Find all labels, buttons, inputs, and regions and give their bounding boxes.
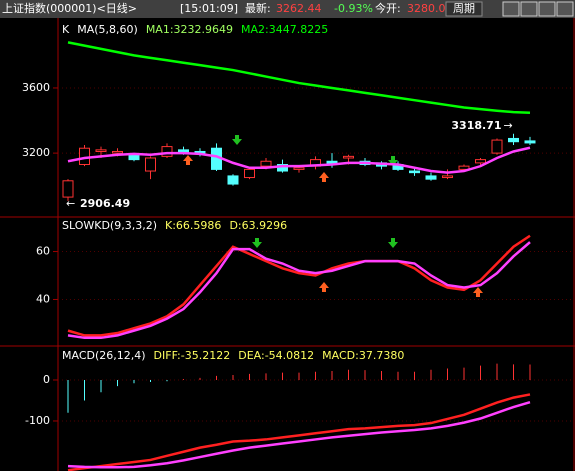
legend-entry: MACD:37.7380 bbox=[322, 349, 404, 362]
header-time: [15:01:09] bbox=[180, 2, 238, 15]
candle-body bbox=[425, 175, 437, 180]
buy-signal bbox=[473, 287, 483, 297]
latest-value: 3262.44 bbox=[276, 2, 322, 15]
y-tick-label: 60 bbox=[36, 245, 50, 258]
indicator-line bbox=[67, 234, 531, 337]
candle-body bbox=[128, 154, 140, 161]
buy-signal bbox=[183, 155, 193, 165]
panel-title: MACD(26,12,4) bbox=[62, 349, 146, 362]
candle-body bbox=[409, 170, 420, 174]
zoom-out-button[interactable] bbox=[556, 1, 574, 17]
header-bar bbox=[0, 0, 575, 18]
y-tick-label: -100 bbox=[25, 414, 50, 427]
period-button[interactable] bbox=[445, 1, 483, 17]
candle-body bbox=[112, 150, 123, 154]
candle-body bbox=[458, 165, 470, 170]
candle-body bbox=[260, 160, 272, 167]
y-tick-label: 3600 bbox=[22, 81, 50, 94]
legend-entry: DEA:-54.0812 bbox=[238, 349, 314, 362]
indicator-line bbox=[67, 393, 531, 471]
buy-signal bbox=[319, 282, 329, 292]
indicator-line bbox=[67, 146, 531, 174]
buy-signal bbox=[319, 172, 329, 182]
candle-body bbox=[244, 168, 255, 179]
low-annotation-arrow: ← bbox=[66, 197, 75, 210]
candle-body bbox=[145, 157, 156, 172]
candle-body bbox=[508, 137, 519, 143]
nav-right-button[interactable] bbox=[520, 1, 538, 17]
y-tick-label: 0 bbox=[43, 373, 50, 386]
open-value: 3280.02 bbox=[407, 2, 453, 15]
indicator-line bbox=[67, 400, 531, 469]
candle-body bbox=[62, 180, 74, 198]
candle-body bbox=[161, 146, 173, 157]
sell-signal bbox=[388, 156, 398, 166]
change-value: -0.93% bbox=[334, 2, 373, 15]
high-annotation: 3318.71 bbox=[451, 119, 501, 132]
indicator-name: MA(5,8,60) bbox=[77, 23, 138, 36]
candle-body bbox=[79, 147, 90, 166]
high-annotation-arrow: → bbox=[504, 119, 513, 132]
candle-body bbox=[491, 139, 503, 154]
candle-body bbox=[442, 175, 453, 179]
header-title: 上证指数(000001)<日线> bbox=[2, 1, 137, 15]
legend-entry: MA1:3232.9649 bbox=[146, 23, 233, 36]
panel-title: K bbox=[62, 23, 70, 36]
candle-body bbox=[293, 167, 305, 170]
nav-left-button[interactable] bbox=[502, 1, 520, 17]
y-tick-label: 3200 bbox=[22, 146, 50, 159]
legend-entry: DIFF:-35.2122 bbox=[154, 349, 231, 362]
candle-body bbox=[524, 140, 536, 144]
candle-body bbox=[95, 149, 107, 152]
candle-body bbox=[475, 159, 486, 164]
sell-signal bbox=[232, 135, 242, 145]
low-annotation: 2906.49 bbox=[80, 197, 130, 210]
candle-body bbox=[343, 155, 354, 159]
zoom-in-button[interactable] bbox=[538, 1, 556, 17]
candle-body bbox=[227, 175, 239, 185]
sell-signal bbox=[252, 238, 262, 248]
legend-entry: D:63.9296 bbox=[229, 219, 287, 232]
y-tick-label: 40 bbox=[36, 292, 50, 305]
legend-entry: K:66.5986 bbox=[165, 219, 221, 232]
indicator-line bbox=[67, 41, 531, 114]
legend-entry: MA2:3447.8225 bbox=[241, 23, 328, 36]
latest-label: 最新: bbox=[245, 1, 271, 15]
sell-signal bbox=[388, 238, 398, 248]
period-label[interactable]: 周期 bbox=[453, 2, 475, 15]
indicator-line bbox=[67, 241, 531, 340]
panel-title: SLOWKD(9,3,3,2) bbox=[62, 219, 157, 232]
open-label: 今开: bbox=[375, 1, 401, 15]
